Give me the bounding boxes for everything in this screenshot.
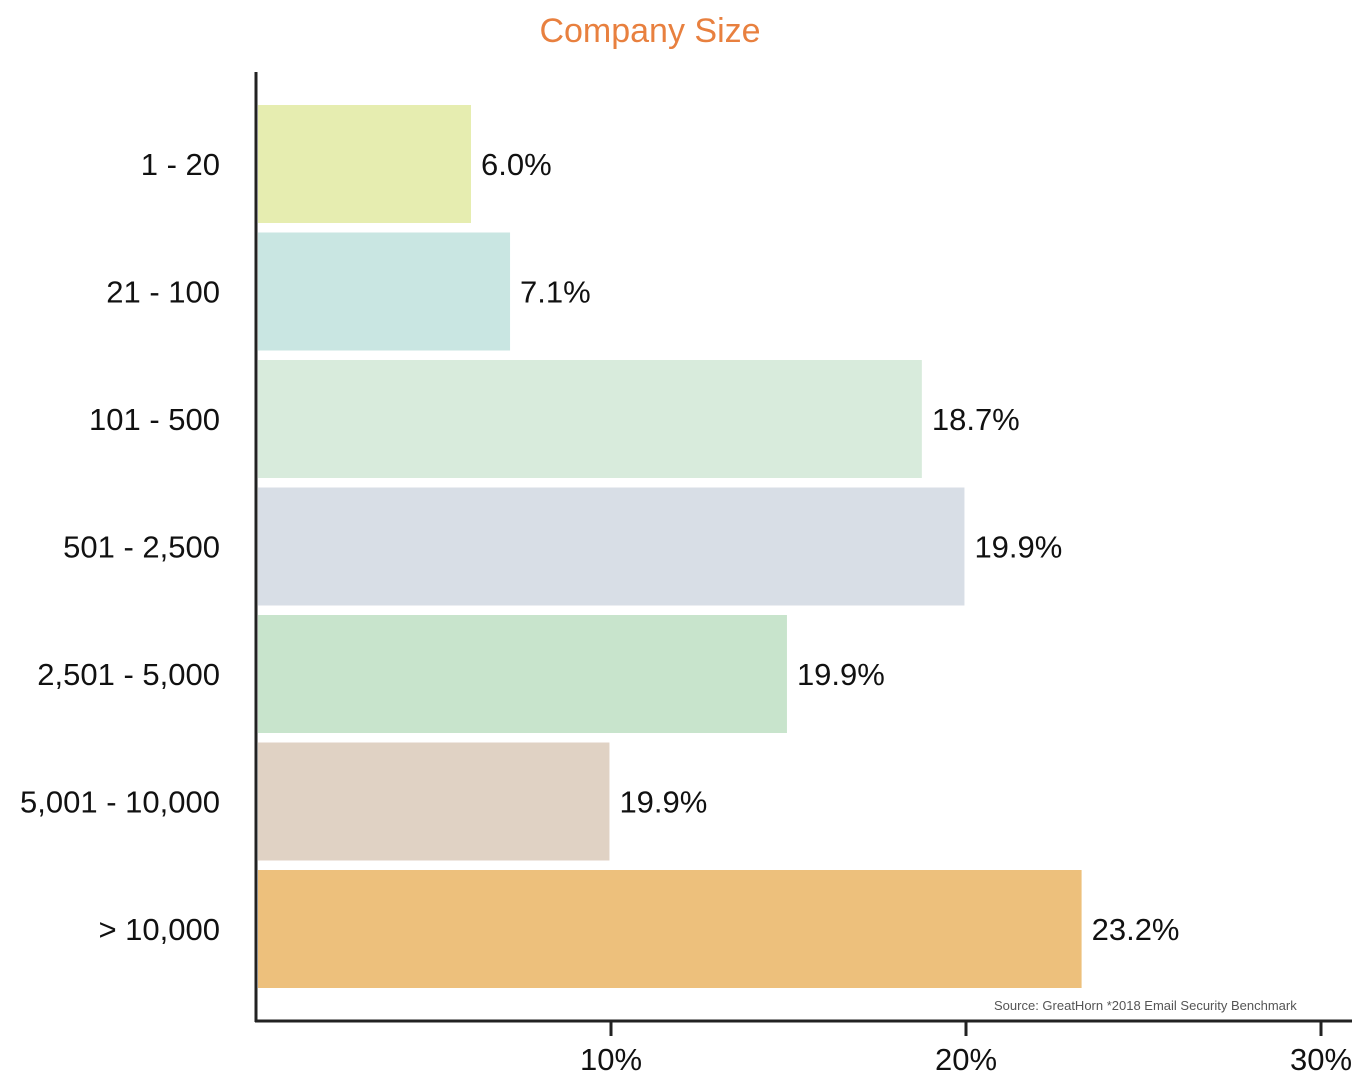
category-label: > 10,000 (98, 912, 220, 947)
category-label: 101 - 500 (89, 402, 220, 437)
value-label: 19.9% (797, 657, 885, 692)
bar (258, 360, 922, 478)
category-label: 1 - 20 (141, 147, 220, 182)
category-label: 5,001 - 10,000 (20, 785, 220, 820)
bar (258, 232, 511, 351)
x-ticks-group: 10% 20% 30% (580, 1021, 1352, 1077)
bars-group (258, 105, 1082, 988)
bar (258, 870, 1082, 988)
value-label: 19.9% (974, 530, 1062, 565)
category-labels-group: 1 - 20 21 - 100 101 - 500 501 - 2,500 2,501 … (20, 147, 220, 947)
value-label: 7.1% (520, 275, 591, 310)
category-label: 501 - 2,500 (63, 530, 220, 565)
bar (258, 105, 471, 223)
x-tick-label: 10% (580, 1042, 642, 1077)
source-note: Source: GreatHorn *2018 Email Security B… (994, 998, 1297, 1013)
chart-title: Company Size (539, 12, 760, 50)
bar (258, 615, 787, 733)
bar (258, 742, 610, 861)
category-label: 2,501 - 5,000 (37, 657, 220, 692)
bar (258, 487, 965, 606)
value-label: 6.0% (481, 147, 552, 182)
x-tick-label: 20% (935, 1042, 997, 1077)
category-label: 21 - 100 (106, 275, 220, 310)
value-label: 18.7% (932, 402, 1020, 437)
value-labels-group: 6.0% 7.1% 18.7% 19.9% 19.9% 19.9% 23.2% (481, 147, 1180, 947)
x-tick-label: 30% (1290, 1042, 1352, 1077)
value-label: 19.9% (619, 785, 707, 820)
value-label: 23.2% (1092, 912, 1180, 947)
